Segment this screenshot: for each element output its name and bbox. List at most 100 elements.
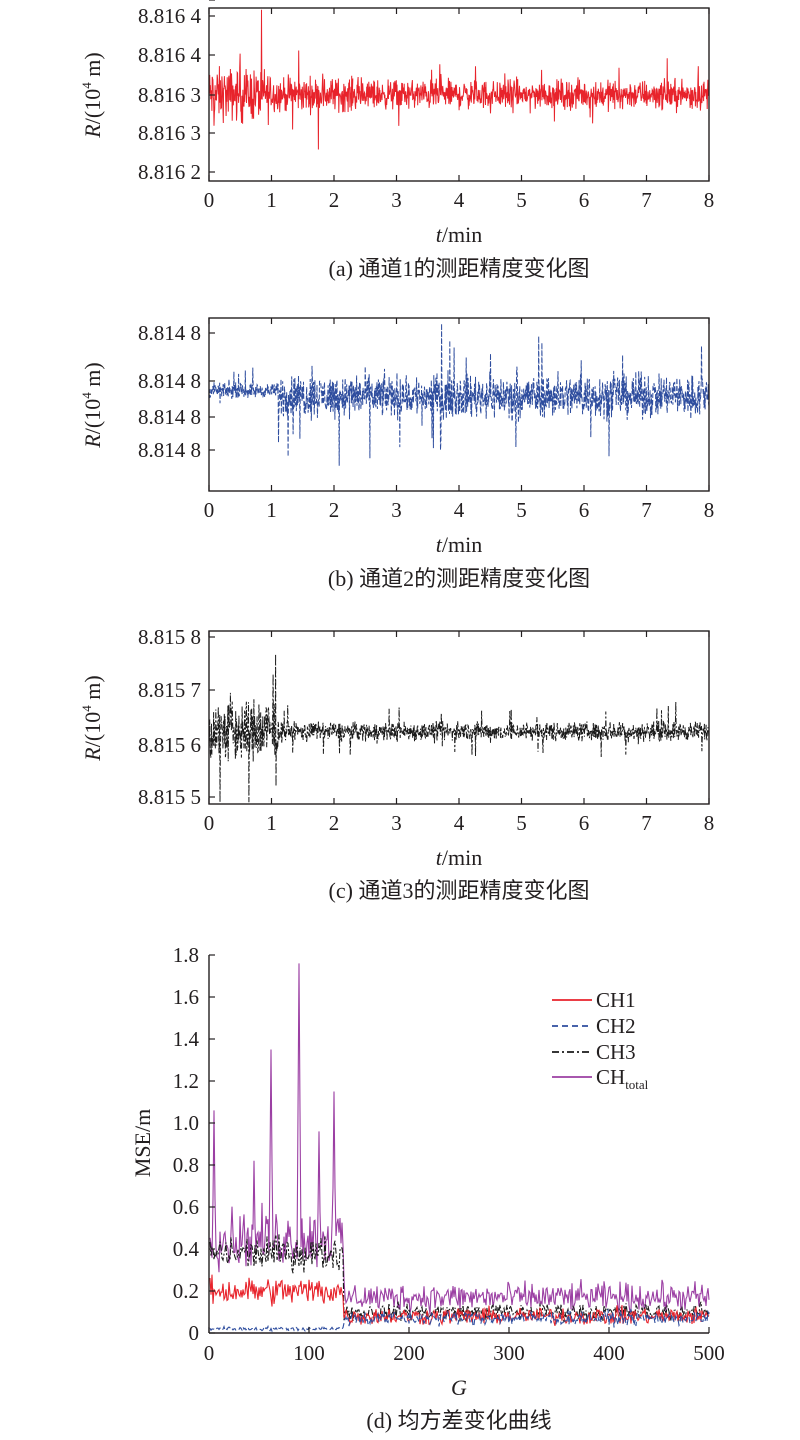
panel-d-series-line-ch1 (209, 1274, 710, 1326)
panel-d-y-tick-label: 0.4 (173, 1237, 200, 1261)
panel-b-y-tick-label: 8.814 8 (138, 405, 201, 429)
panel-d-y-tick-label: 1.8 (173, 943, 199, 967)
panel-d-y-tick-label: 1.4 (173, 1027, 200, 1051)
legend-label-ch3: CH3 (596, 1040, 636, 1064)
panel-a-x-tick-label: 7 (641, 188, 652, 212)
panel-d-y-ticks: 0 0.2 0.4 0.6 0.8 1.0 1.2 1.4 1.6 1.8 (173, 943, 215, 1345)
panel-c-x-tick-label: 0 (204, 811, 215, 835)
panel-a-series-line-segment-1 (271, 50, 354, 150)
panel-d-y-tick-label: 1.0 (173, 1111, 199, 1135)
panel-b-series (208, 323, 710, 466)
panel-d-x-tick-label: 200 (393, 1341, 425, 1365)
panel-b-y-axis-label: R/(104 m) (79, 362, 105, 448)
panel-b-y-tick-label: 8.814 8 (138, 321, 201, 345)
panel-a-x-tick-label: 2 (329, 188, 340, 212)
panel-c-x-tick-label: 5 (516, 811, 527, 835)
panel-d-y-axis-label: MSE/m (130, 1109, 155, 1177)
panel-d-y-tick-label: 1.6 (173, 985, 199, 1009)
panel-b-x-tick-label: 6 (579, 498, 590, 522)
legend-label-ch2: CH2 (596, 1014, 636, 1038)
panel-a-y-tick-label: 8.816 3 (138, 83, 201, 107)
panel-b-y-tick-label: 8.814 8 (138, 438, 201, 462)
panel-a-x-tick-label: 8 (704, 188, 715, 212)
panel-d-x-tick-label: 500 (693, 1341, 725, 1365)
panel-a-y-tick-label: 8.816 4 (138, 43, 202, 67)
panel-a-series (208, 9, 710, 150)
legend-label-total: CHtotal (596, 1065, 649, 1092)
panel-c-x-tick-label: 1 (266, 811, 277, 835)
panel-d-x-tick-label: 100 (293, 1341, 325, 1365)
panel-a-x-axis-label: t/min (436, 222, 482, 247)
panel-a-x-tick-label: 4 (454, 188, 465, 212)
panel-b-y-tick-label: 8.814 8 (138, 369, 201, 393)
panel-b-x-axis-label: t/min (436, 532, 482, 557)
panel-d-caption: (d) 均方差变化曲线 (366, 1408, 551, 1433)
panel-a-series-line-segment-2 (352, 58, 710, 126)
panel-c-x-ticks: 0 1 2 3 4 5 6 7 8 (204, 631, 715, 835)
panel-a-y-tick-label: 8.816 2 (138, 160, 201, 184)
panel-a-series-line-segment-0 (208, 9, 272, 126)
panel-c-y-tick-label: 8.815 5 (138, 785, 201, 809)
panel-d-y-tick-label: 0 (189, 1321, 200, 1345)
panel-d-x-axis-label: G (451, 1375, 467, 1400)
panel-c-y-tick-label: 8.815 7 (138, 678, 201, 702)
panel-b-x-tick-label: 7 (641, 498, 652, 522)
panel-c-series-line-segment-1 (277, 701, 710, 758)
legend-label-ch1: CH1 (596, 988, 636, 1012)
panel-a-x-tick-label: 5 (516, 188, 527, 212)
panel-a-x-tick-label: 3 (391, 188, 402, 212)
panel-b-x-ticks: 0 1 2 3 4 5 6 7 8 (204, 318, 715, 522)
panel-d-series-line-ch2 (209, 1308, 710, 1333)
panel-a-y-tick-label: 8.816 3 (138, 121, 201, 145)
panel-c-series-line-segment-0 (208, 654, 279, 803)
panel-a-y-tick-label: 8.816 4 (138, 4, 202, 28)
panel-a-x-tick-label: 0 (204, 188, 215, 212)
panel-a-x-tick-label: 6 (579, 188, 590, 212)
panel-d-series (209, 963, 710, 1333)
panel-d-legend: CH1 CH2 CH3 CHtotal (552, 988, 649, 1092)
panel-d-y-tick-label: 0.6 (173, 1195, 199, 1219)
panel-c-y-axis-label: R/(104 m) (79, 675, 105, 761)
panel-c-x-axis-label: t/min (436, 845, 482, 870)
panel-c-x-tick-label: 3 (391, 811, 402, 835)
panel-b-caption: (b) 通道2的测距精度变化图 (328, 566, 590, 591)
panel-b-x-tick-label: 2 (329, 498, 340, 522)
panel-c-y-tick-label: 8.815 6 (138, 733, 201, 757)
panel-d-x-ticks: 0 100 200 300 400 500 (204, 1327, 725, 1365)
panel-b-x-tick-label: 1 (266, 498, 277, 522)
panel-c-channel3-range: 0 1 2 3 4 5 6 7 8 8.815 5 8.815 6 8.815 7 8.815 8 R… (79, 625, 714, 903)
panel-b-series-line-segment-1 (277, 323, 710, 466)
panel-b-x-tick-label: 0 (204, 498, 215, 522)
panel-c-y-ticks: 8.815 5 8.815 6 8.815 7 8.815 8 (138, 625, 215, 809)
panel-b-y-tick-label: 8.814 8 (138, 0, 201, 5)
panel-c-caption: (c) 通道3的测距精度变化图 (329, 878, 590, 903)
panel-d-x-tick-label: 300 (493, 1341, 525, 1365)
panel-d-x-tick-label: 0 (204, 1341, 215, 1365)
panel-c-x-tick-label: 2 (329, 811, 340, 835)
panel-d-y-tick-label: 0.2 (173, 1279, 199, 1303)
panel-c-x-tick-label: 8 (704, 811, 715, 835)
panel-b-x-tick-label: 3 (391, 498, 402, 522)
panel-a-y-ticks: 8.816 2 8.816 3 8.816 3 8.816 4 8.816 4 (138, 4, 215, 184)
panel-c-x-tick-label: 4 (454, 811, 465, 835)
panel-a-y-axis-label: R/(104 m) (79, 52, 105, 138)
panel-b-x-tick-label: 8 (704, 498, 715, 522)
panel-a-caption: (a) 通道1的测距精度变化图 (329, 256, 590, 281)
panel-c-x-tick-label: 6 (579, 811, 590, 835)
panel-b-x-tick-label: 4 (454, 498, 465, 522)
panel-a-x-tick-label: 1 (266, 188, 277, 212)
panel-d-mse-curve: 0 100 200 300 400 500 0 0.2 0.4 0.6 0.8 1.0 1.2 1.4 1… (130, 943, 725, 1433)
panel-b-y-ticks: 8.814 8 8.814 8 8.814 8 8.814 8 8.814 8 (138, 0, 215, 462)
panel-c-y-tick-label: 8.815 8 (138, 625, 201, 649)
panel-c-x-tick-label: 7 (641, 811, 652, 835)
panel-a-x-ticks: 0 1 2 3 4 5 6 7 8 (204, 8, 715, 212)
panel-d-x-tick-label: 400 (593, 1341, 625, 1365)
panel-b-series-line-segment-0 (208, 367, 279, 404)
panel-c-series (208, 654, 710, 803)
panel-d-y-tick-label: 0.8 (173, 1153, 199, 1177)
panel-b-x-tick-label: 5 (516, 498, 527, 522)
panel-d-y-tick-label: 1.2 (173, 1069, 199, 1093)
